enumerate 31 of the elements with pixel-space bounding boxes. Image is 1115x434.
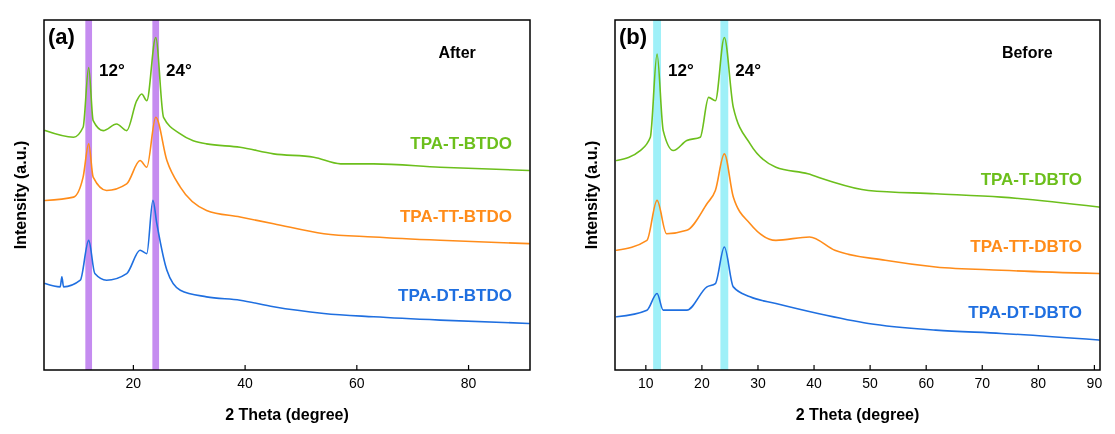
x-axis-title: 2 Theta (degree) bbox=[795, 406, 920, 423]
series-label: TPA-T-DBTO bbox=[980, 170, 1082, 190]
annotation: (a) bbox=[48, 24, 75, 49]
band-label: 24° bbox=[735, 61, 762, 80]
x-tick-label: 70 bbox=[974, 375, 991, 391]
annotation: After bbox=[438, 44, 476, 61]
annotation: (b) bbox=[619, 24, 648, 49]
series-label: TPA-DT-DBTO bbox=[968, 303, 1082, 323]
band-label: 24° bbox=[166, 61, 192, 80]
x-axis-title: 2 Theta (degree) bbox=[225, 406, 349, 423]
x-tick-label: 50 bbox=[862, 375, 879, 391]
series-label: TPA-T-BTDO bbox=[410, 133, 512, 153]
x-tick-label: 80 bbox=[1030, 375, 1047, 391]
x-tick-label: 40 bbox=[237, 375, 254, 391]
annotation: Before bbox=[1001, 44, 1053, 61]
band-label: 12° bbox=[667, 61, 694, 80]
x-tick-label: 90 bbox=[1086, 375, 1103, 391]
x-tick-label: 60 bbox=[918, 375, 935, 391]
x-tick-label: 20 bbox=[125, 375, 142, 391]
x-tick-label: 20 bbox=[694, 375, 710, 391]
y-axis-title: Intensity (a.u.) bbox=[583, 140, 600, 250]
x-tick-label: 40 bbox=[806, 375, 823, 391]
x-tick-label: 30 bbox=[750, 375, 766, 391]
series-label: TPA-TT-BTDO bbox=[399, 206, 512, 226]
band-label: 12° bbox=[99, 61, 125, 80]
y-axis-title: Intensity (a.u.) bbox=[12, 140, 29, 250]
x-tick-label: 60 bbox=[349, 375, 365, 391]
series-label: TPA-TT-DBTO bbox=[970, 236, 1082, 256]
x-tick-label: 10 bbox=[638, 375, 654, 391]
x-tick-label: 80 bbox=[460, 375, 477, 391]
series-label: TPA-DT-BTDO bbox=[398, 286, 512, 306]
